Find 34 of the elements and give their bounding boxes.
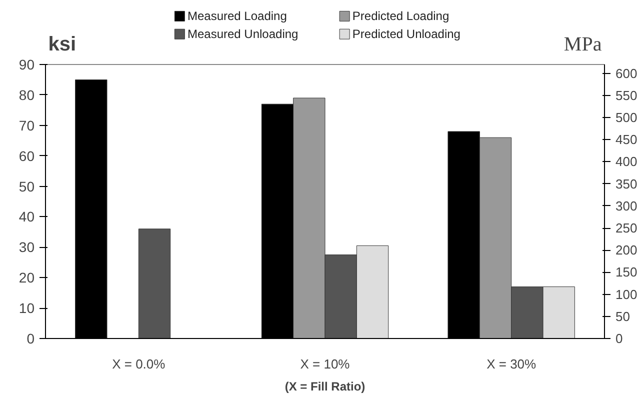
x-axis-title: (X = Fill Ratio)	[284, 380, 366, 394]
y2-tick-label: 350	[616, 176, 638, 192]
x-tick-label: X = 10%	[300, 356, 350, 372]
y2-tick-label: 50	[616, 308, 630, 324]
x-tick-label: X = 30%	[486, 356, 537, 372]
y2-tick-label: 150	[616, 264, 638, 280]
y2-tick-label: 200	[616, 242, 638, 258]
y-tick-label: 40	[18, 208, 35, 225]
y-tick-label: 0	[26, 330, 35, 346]
legend-label: Measured Unloading	[187, 27, 298, 42]
y-tick-label: 20	[18, 270, 35, 286]
y-tick-label: 70	[18, 117, 35, 134]
y2-tick-label: 600	[616, 66, 638, 81]
y2-tick-label: 450	[616, 132, 638, 148]
y2-tick-label: 300	[616, 198, 638, 214]
y-tick-label: 60	[18, 148, 35, 164]
y-tick-label: 30	[18, 239, 35, 256]
legend-label: Predicted Loading	[352, 9, 450, 24]
legend-label: Measured Loading	[187, 9, 287, 24]
y-tick-label: 50	[18, 178, 35, 194]
y-axis-title: ksi	[48, 33, 76, 56]
y-tick-label: 80	[18, 86, 35, 103]
y2-tick-label: 550	[616, 88, 638, 103]
x-tick-label: X = 0.0%	[112, 356, 166, 372]
y2-tick-label: 400	[616, 154, 638, 170]
y-tick-label: 90	[18, 56, 35, 72]
legend-label: Predicted Unloading	[352, 27, 460, 42]
y-tick-label: 10	[18, 300, 35, 316]
y2-tick-label: 0	[616, 331, 623, 346]
y2-axis-title: MPa	[564, 33, 602, 56]
bar	[138, 228, 171, 338]
y2-tick-label: 500	[616, 110, 638, 126]
y2-tick-label: 100	[616, 286, 638, 302]
y2-tick-label: 250	[616, 220, 638, 236]
